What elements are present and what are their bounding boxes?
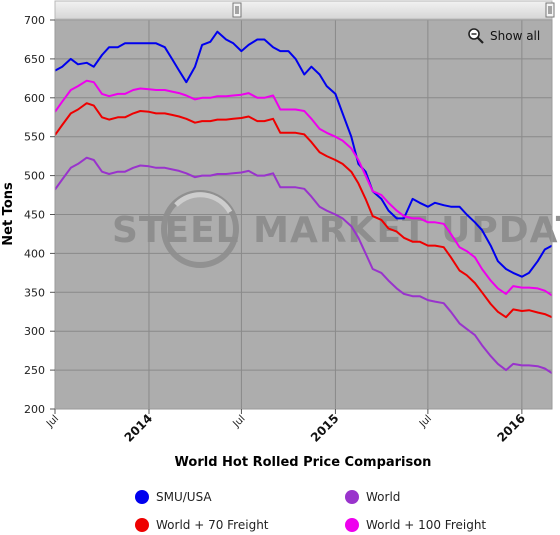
y-axis-ticks: 200 250 300 350 400 450 500 550 600 650 700 (24, 14, 55, 416)
y-tick-label: 250 (24, 364, 45, 377)
y-axis-title: Net Tons (1, 182, 16, 246)
y-tick-label: 200 (24, 403, 45, 416)
x-tick-label: Jul (44, 413, 61, 430)
legend-label: SMU/USA (156, 490, 212, 504)
y-tick-label: 700 (24, 14, 45, 27)
y-tick-label: 350 (24, 286, 45, 299)
legend-marker (135, 490, 149, 504)
watermark-text: STEEL MARKET UPDATE (112, 210, 560, 251)
series-line-smu-usa[interactable] (55, 30, 552, 278)
x-tick-label: 2014 (122, 411, 156, 445)
legend-marker (135, 518, 149, 532)
legend-item[interactable]: World + 70 Freight (135, 518, 269, 532)
range-navigator[interactable] (54, 0, 555, 20)
y-tick-label: 300 (24, 325, 45, 338)
y-tick-label: 550 (24, 131, 45, 144)
series-lines (55, 30, 552, 375)
x-axis-title: World Hot Rolled Price Comparison (175, 455, 432, 470)
chart-legend: SMU/USA World World + 70 Freight World + 10… (135, 490, 486, 532)
series-line-world-70-freight[interactable] (55, 102, 552, 319)
y-tick-label: 650 (24, 53, 45, 66)
series-line-world-100-freight[interactable] (55, 79, 552, 297)
x-tick-label: 2016 (494, 411, 528, 445)
legend-label: World + 100 Freight (366, 518, 486, 532)
y-tick-label: 500 (24, 170, 45, 183)
legend-label: World (366, 490, 400, 504)
legend-label: World + 70 Freight (156, 518, 269, 532)
range-handle-left[interactable] (232, 2, 242, 18)
y-tick-label: 400 (24, 247, 45, 260)
legend-item[interactable]: World + 100 Freight (345, 518, 486, 532)
y-tick-label: 450 (24, 209, 45, 222)
legend-item[interactable]: World (345, 490, 400, 504)
show-all-label: Show all (490, 29, 540, 43)
range-handle-right[interactable] (545, 2, 555, 18)
y-tick-label: 600 (24, 92, 45, 105)
legend-marker (345, 518, 359, 532)
x-axis-ticks: Jul 2014 Jul 2015 Jul 2016 (44, 409, 528, 445)
show-all-button[interactable]: Show all (468, 28, 540, 44)
x-tick-label: Jul (231, 413, 248, 430)
series-line-world[interactable] (55, 156, 552, 375)
x-tick-label: Jul (417, 413, 434, 430)
zoom-out-icon (468, 28, 484, 44)
legend-marker (345, 490, 359, 504)
watermark-logo: STEEL MARKET UPDATE (112, 190, 560, 268)
legend-item[interactable]: SMU/USA (135, 490, 212, 504)
x-tick-label: 2015 (308, 411, 342, 445)
